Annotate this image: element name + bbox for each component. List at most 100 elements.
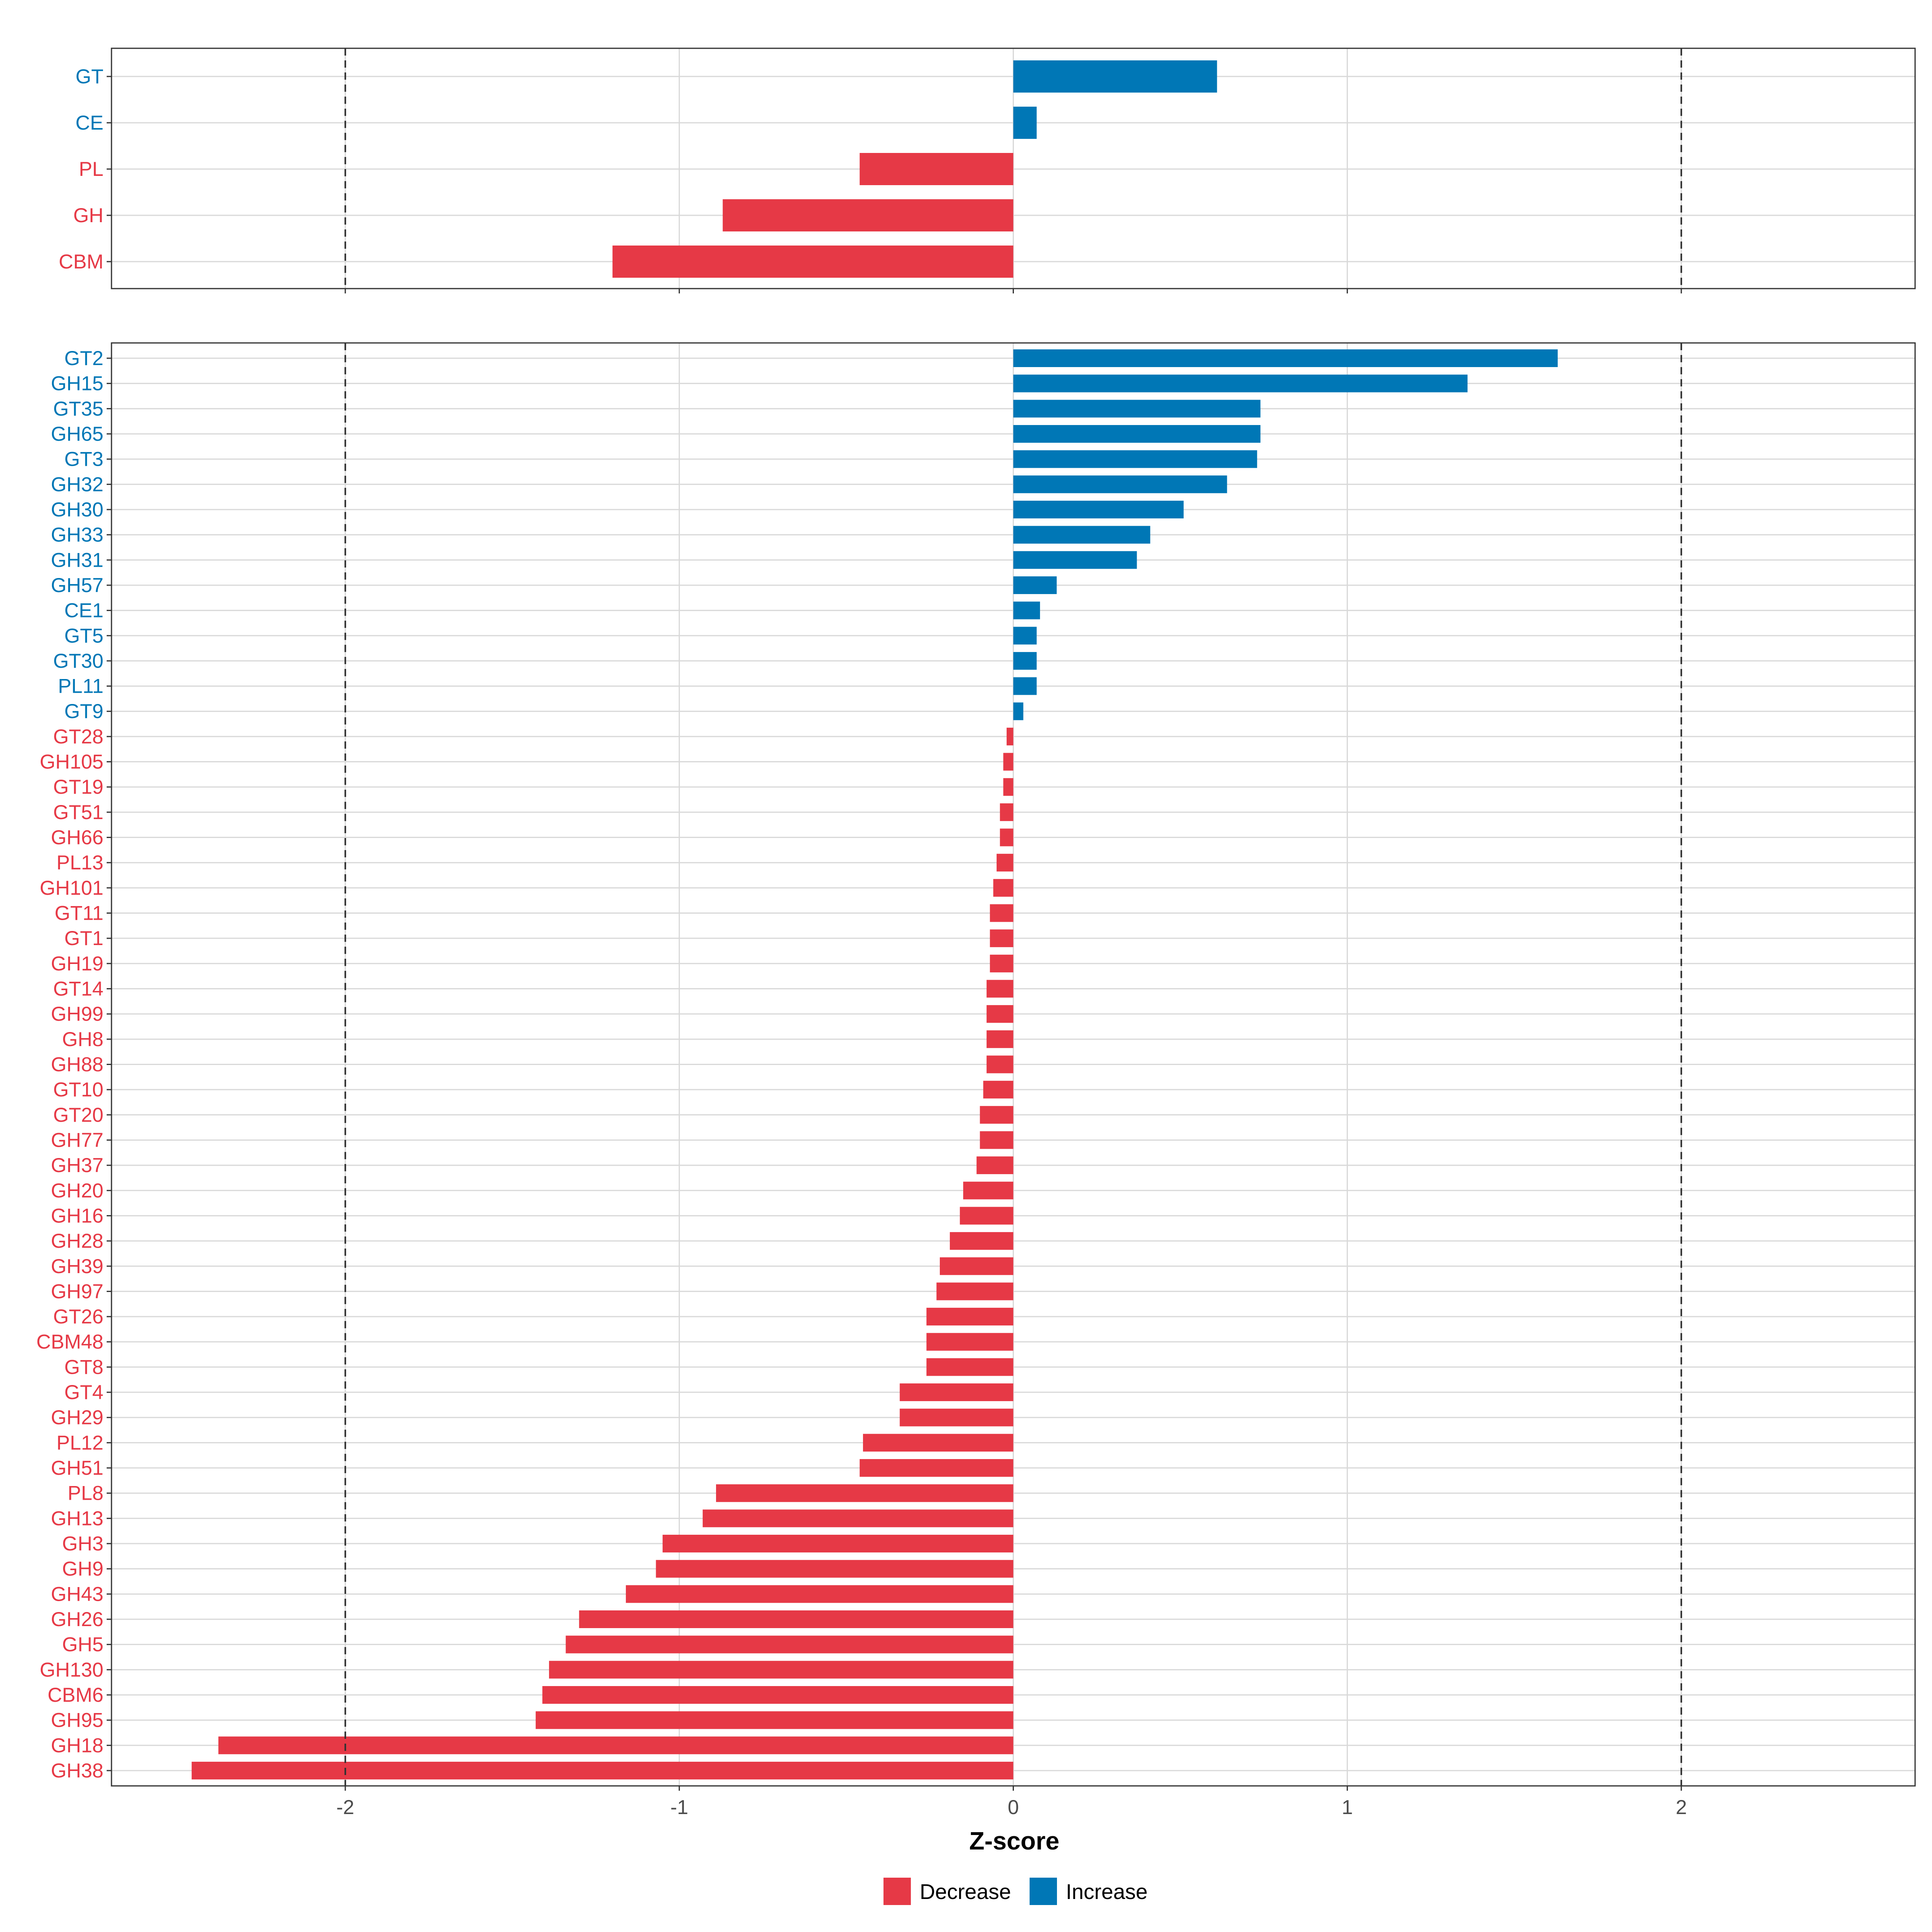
bar <box>1013 400 1261 418</box>
category-label: GT26 <box>53 1305 103 1328</box>
x-tick-label: 0 <box>1008 1796 1019 1818</box>
bar <box>549 1661 1013 1679</box>
x-axis-title: Z-score <box>969 1827 1059 1855</box>
bar <box>1013 576 1057 594</box>
category-label: GT28 <box>53 725 103 748</box>
bar <box>987 980 1013 998</box>
category-label: PL12 <box>56 1431 103 1454</box>
category-label: GT <box>76 65 103 88</box>
bar <box>936 1282 1013 1300</box>
bar <box>987 1030 1013 1048</box>
category-label: GH57 <box>51 574 103 597</box>
bar <box>1003 753 1013 771</box>
bar <box>960 1207 1013 1225</box>
category-label: GH43 <box>51 1583 103 1605</box>
bar <box>1013 425 1261 443</box>
category-label: GH20 <box>51 1179 103 1202</box>
legend-label-decrease: Decrease <box>920 1880 1011 1904</box>
bar <box>1013 526 1150 544</box>
x-axis: -2 -1 0 1 2 <box>336 1796 1687 1818</box>
category-label: GH28 <box>51 1230 103 1252</box>
category-label: GT20 <box>53 1104 103 1126</box>
bar <box>625 1585 1013 1603</box>
bar <box>900 1408 1013 1426</box>
bar <box>859 153 1013 185</box>
bar <box>1006 727 1013 745</box>
bar <box>976 1156 1013 1174</box>
bar <box>1013 677 1037 695</box>
bar <box>987 1055 1013 1073</box>
bar <box>949 1232 1013 1250</box>
bar <box>1013 627 1037 645</box>
category-label: GH19 <box>51 952 103 975</box>
category-label: GH16 <box>51 1204 103 1227</box>
bar <box>656 1560 1013 1578</box>
bar <box>1013 450 1257 468</box>
bar <box>859 1459 1013 1477</box>
category-label: CBM48 <box>36 1331 103 1353</box>
bar <box>1013 374 1468 392</box>
x-tick-label: 2 <box>1676 1796 1687 1818</box>
bar <box>926 1358 1013 1376</box>
category-label: GT35 <box>53 397 103 420</box>
bar <box>980 1131 1013 1149</box>
bar <box>990 904 1013 922</box>
bar <box>963 1181 1013 1199</box>
bar <box>987 1005 1013 1023</box>
category-label: GH88 <box>51 1053 103 1075</box>
x-tick-label: 1 <box>1342 1796 1353 1818</box>
bar <box>983 1081 1013 1099</box>
bar <box>1013 475 1227 493</box>
bar <box>1013 60 1217 93</box>
bar <box>1013 601 1040 619</box>
bar <box>663 1535 1013 1553</box>
bar <box>990 954 1013 972</box>
category-label: GT30 <box>53 650 103 672</box>
bar <box>1013 500 1184 518</box>
bar <box>1013 702 1024 720</box>
category-label: GH9 <box>62 1558 103 1580</box>
bar <box>926 1333 1013 1351</box>
category-label: GH8 <box>62 1028 103 1051</box>
category-label: GH18 <box>51 1734 103 1757</box>
top-panel: GT CE PL GH CBM <box>59 47 1916 293</box>
bar <box>716 1484 1013 1502</box>
bar <box>1000 828 1013 846</box>
legend: Decrease Increase <box>883 1878 1148 1905</box>
category-label: GH13 <box>51 1507 103 1530</box>
category-label: GT5 <box>64 624 103 647</box>
category-label: GT3 <box>64 448 103 471</box>
category-label: PL11 <box>58 675 103 698</box>
category-label: CE <box>76 111 103 134</box>
bar <box>612 246 1013 278</box>
category-label: GH101 <box>40 877 103 899</box>
category-label: GT4 <box>64 1381 103 1404</box>
category-label: GT11 <box>55 902 103 925</box>
category-label: GT1 <box>64 927 103 949</box>
bar <box>1013 551 1137 569</box>
category-label: GH30 <box>51 498 103 521</box>
category-label: GH <box>73 204 103 227</box>
bar <box>993 879 1013 897</box>
bar <box>926 1308 1013 1326</box>
category-label: GT10 <box>53 1078 103 1101</box>
category-label: CBM <box>59 250 103 273</box>
legend-swatch-decrease <box>883 1878 911 1905</box>
category-label: GH51 <box>51 1457 103 1479</box>
category-label: CBM6 <box>47 1684 103 1706</box>
category-label: GH33 <box>51 524 103 546</box>
bar <box>1013 349 1558 367</box>
bar <box>702 1509 1013 1527</box>
bar <box>192 1761 1013 1779</box>
legend-label-increase: Increase <box>1066 1880 1148 1904</box>
category-label: GH39 <box>51 1255 103 1278</box>
bar <box>1013 652 1037 670</box>
bar <box>1003 778 1013 796</box>
bar <box>939 1257 1013 1275</box>
category-label: PL <box>79 158 103 180</box>
x-tick-label: -1 <box>670 1796 688 1818</box>
legend-swatch-increase <box>1030 1878 1057 1905</box>
category-label: GH38 <box>51 1759 103 1782</box>
